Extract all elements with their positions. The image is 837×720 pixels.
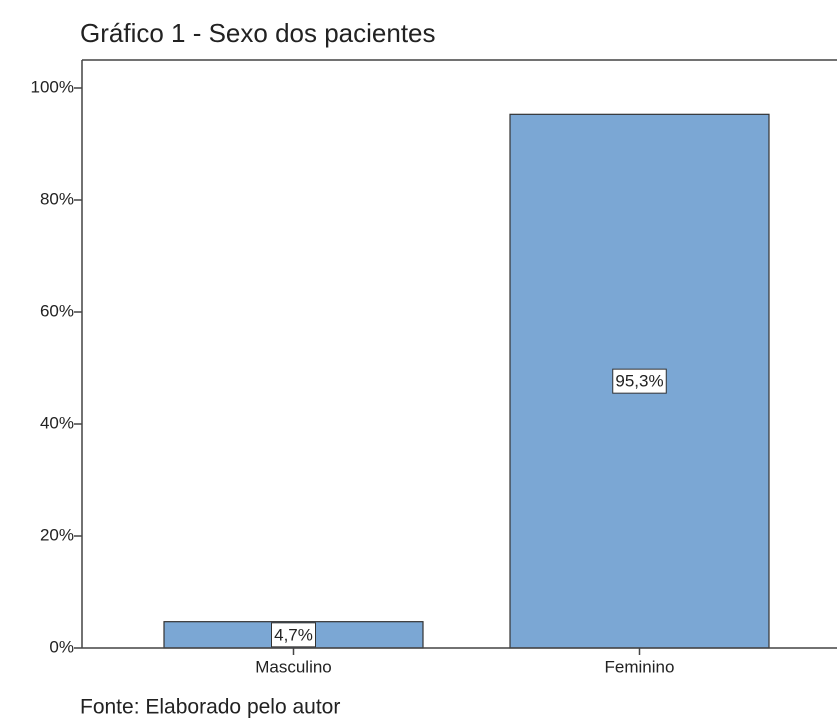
data-label-box (612, 368, 667, 394)
data-label-box (271, 622, 316, 648)
data-label: 4,7% (274, 625, 313, 644)
y-tick-label: 60% (40, 301, 74, 320)
y-tick-label: 80% (40, 189, 74, 208)
y-tick-label: 20% (40, 525, 74, 544)
data-label: 95,3% (615, 372, 663, 391)
x-tick-label: Feminino (605, 657, 675, 676)
y-tick-label: 40% (40, 413, 74, 432)
y-tick-label: 0% (49, 637, 74, 656)
x-tick-label: Masculino (255, 657, 332, 676)
y-tick-label: 100% (31, 77, 74, 96)
source-note: Fonte: Elaborado pelo autor (80, 696, 340, 719)
chart-title: Gráfico 1 - Sexo dos pacientes (80, 18, 436, 48)
